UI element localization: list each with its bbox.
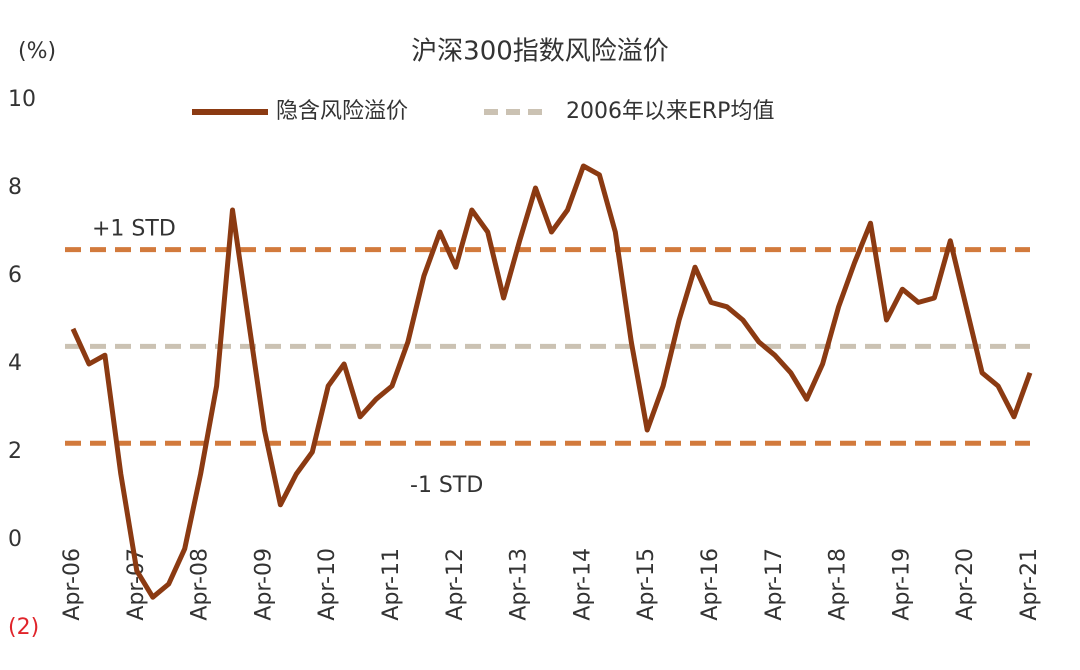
y-tick-label: 6 (8, 263, 22, 288)
x-tick-label: Apr-20 (953, 548, 978, 621)
y-tick-label: 8 (8, 175, 22, 200)
y-tick-label: (2) (8, 615, 39, 640)
x-tick-label: Apr-06 (60, 548, 85, 621)
x-tick-label: Apr-19 (889, 548, 914, 621)
x-tick-label: Apr-16 (698, 548, 723, 621)
legend-label: 2006年以来ERP均值 (566, 99, 774, 124)
x-tick-label: Apr-18 (826, 548, 851, 621)
y-tick-label: 10 (8, 87, 36, 112)
x-tick-label: Apr-12 (443, 548, 468, 621)
annotation: -1 STD (410, 473, 483, 498)
x-tick-label: Apr-17 (762, 548, 787, 621)
x-tick-label: Apr-21 (1017, 548, 1042, 621)
y-unit: (%) (18, 39, 56, 64)
x-tick-label: Apr-14 (570, 548, 595, 621)
chart-title: 沪深300指数风险溢价 (411, 37, 669, 67)
x-tick-label: Apr-08 (188, 548, 213, 621)
x-tick-label: Apr-13 (507, 548, 532, 621)
y-tick-label: 4 (8, 351, 22, 376)
legend-label: 隐含风险溢价 (276, 99, 408, 124)
y-tick-label: 0 (8, 527, 22, 552)
annotation: +1 STD (92, 217, 176, 242)
x-tick-label: Apr-10 (315, 548, 340, 621)
x-tick-label: Apr-11 (379, 548, 404, 621)
series-line (70, 163, 1033, 600)
x-tick-label: Apr-15 (634, 548, 659, 621)
y-tick-label: 2 (8, 439, 22, 464)
x-tick-label: Apr-09 (251, 548, 276, 621)
